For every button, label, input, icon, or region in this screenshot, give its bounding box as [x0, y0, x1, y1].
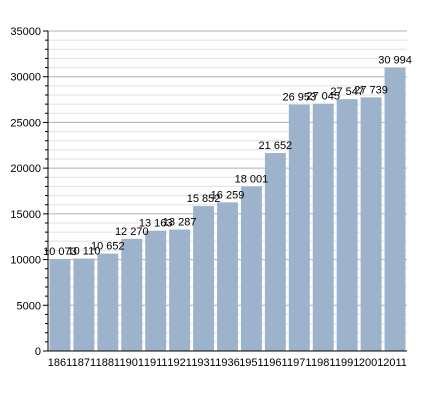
data-label: 27 547 [330, 86, 364, 98]
y-tick-label: 0 [35, 346, 41, 358]
x-tick-label: 2001 [359, 357, 383, 369]
data-label: 10 110 [67, 246, 100, 258]
x-tick-label: 1981 [311, 357, 335, 369]
x-tick-label: 1931 [191, 357, 215, 369]
x-tick-label: 1991 [335, 357, 359, 369]
data-label: 12 270 [115, 226, 149, 238]
y-tick-label: 20000 [10, 163, 41, 175]
data-label: 13 163 [139, 218, 173, 230]
x-tick-label: 1961 [263, 357, 287, 369]
bar-1931 [193, 206, 215, 351]
x-tick-labels: 1861 1871 1881 1901 1911 1921 1931 1936 1951 1961… [48, 357, 407, 369]
x-tick-label: 1971 [287, 357, 311, 369]
bars [49, 67, 406, 352]
data-label: 30 994 [378, 55, 412, 67]
y-tick-label: 30000 [10, 72, 41, 84]
y-tick-label: 15000 [10, 209, 41, 221]
bar-1981 [312, 103, 334, 351]
bar-1881 [97, 253, 119, 351]
axes [43, 30, 407, 352]
y-tick-label: 25000 [10, 117, 41, 129]
bar-1971 [288, 104, 310, 351]
x-tick-label: 1936 [215, 357, 239, 369]
x-tick-label: 1881 [96, 357, 120, 369]
bar-2001 [360, 97, 382, 351]
data-label: 16 259 [211, 189, 245, 201]
y-tick-labels: 0 5000 10000 15000 20000 25000 30000 35000 [10, 26, 41, 358]
x-tick-label: 1861 [48, 357, 72, 369]
x-tick-label: 1871 [72, 357, 96, 369]
bar-1901 [121, 238, 143, 351]
bar-1921 [169, 229, 191, 351]
bar-1991 [336, 99, 358, 351]
data-label: 10 073 [43, 246, 77, 258]
data-label: 18 001 [235, 173, 269, 185]
bar-1936 [217, 202, 238, 351]
bar-1871 [73, 258, 95, 351]
data-label: 26 953 [282, 92, 316, 104]
data-label: 15 852 [187, 193, 221, 205]
data-label: 27 045 [306, 91, 340, 103]
x-tick-label: 1921 [167, 357, 191, 369]
bar-1951 [240, 186, 262, 351]
data-label: 21 652 [259, 140, 293, 152]
bar-1961 [264, 153, 286, 351]
bar-1911 [145, 230, 167, 351]
bar-1861 [49, 258, 71, 351]
y-tick-label: 35000 [10, 26, 41, 38]
x-tick-label: 1911 [144, 357, 168, 369]
x-tick-label: 1901 [120, 357, 144, 369]
data-label: 27 739 [354, 84, 388, 96]
y-tick-label: 5000 [17, 300, 41, 312]
data-label: 10 652 [91, 241, 125, 253]
x-tick-label: 2011 [383, 357, 407, 369]
bar-2011 [384, 67, 406, 352]
data-label: 13 287 [163, 217, 197, 229]
y-tick-label: 10000 [10, 255, 41, 267]
x-tick-label: 1951 [239, 357, 263, 369]
